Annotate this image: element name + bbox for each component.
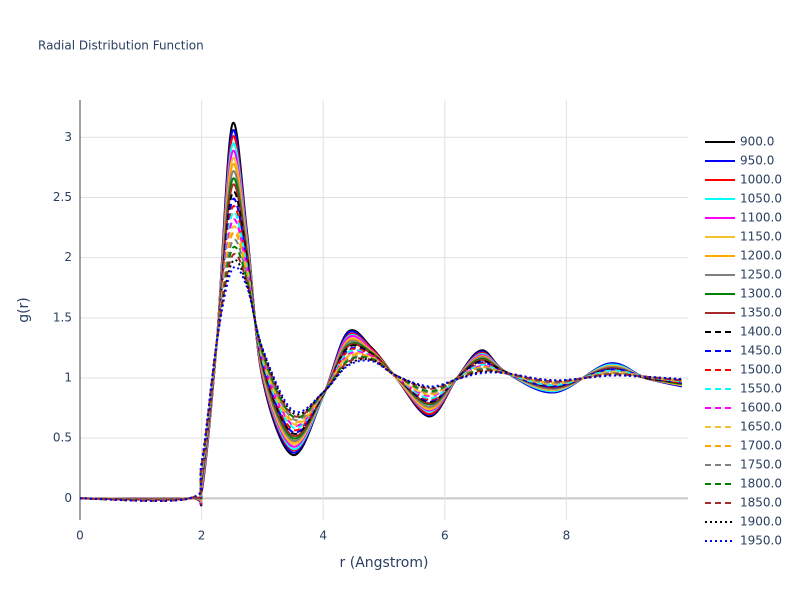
- legend-label: 1050.0: [740, 192, 782, 206]
- legend-label: 1950.0: [740, 534, 782, 548]
- series-line: [79, 177, 683, 501]
- legend: 900.0 950.0 1000.0 1050.0 1100.0 1150.0 1200.0…: [705, 135, 782, 548]
- chart-title: Radial Distribution Function: [38, 39, 204, 53]
- series-line: [79, 170, 683, 501]
- x-tick-label: 8: [563, 529, 571, 543]
- legend-label: 1300.0: [740, 287, 782, 301]
- legend-label: 1600.0: [740, 401, 782, 415]
- x-tick-label: 4: [319, 529, 327, 543]
- legend-label: 1550.0: [740, 382, 782, 396]
- legend-label: 1000.0: [740, 173, 782, 187]
- legend-label: 1900.0: [740, 515, 782, 529]
- series-line: [79, 183, 683, 501]
- x-tick-label: 2: [198, 529, 206, 543]
- series-line: [79, 238, 683, 502]
- series-line: [79, 197, 683, 501]
- series-line: [79, 156, 683, 502]
- legend-label: 1800.0: [740, 477, 782, 491]
- series-line: [79, 129, 683, 506]
- y-tick-label: 0: [64, 491, 72, 505]
- y-axis-title: g(r): [16, 297, 32, 323]
- x-tick-label: 6: [441, 529, 449, 543]
- x-tick-label: 0: [76, 529, 84, 543]
- series-line: [79, 149, 683, 503]
- x-axis-title: r (Angstrom): [340, 555, 429, 571]
- y-tick-label: 3: [64, 130, 72, 144]
- series-line: [79, 265, 682, 502]
- y-tick-label: 0.5: [53, 431, 72, 445]
- legend-label: 1850.0: [740, 496, 782, 510]
- legend-label: 1150.0: [740, 230, 782, 244]
- legend-label: 1500.0: [740, 363, 782, 377]
- series-line: [79, 253, 683, 502]
- series-line: [79, 231, 683, 502]
- legend-label: 1650.0: [740, 420, 782, 434]
- legend-label: 1250.0: [740, 268, 782, 282]
- y-tick-label: 2: [64, 250, 72, 264]
- legend-label: 1350.0: [740, 306, 782, 320]
- series-line: [79, 259, 682, 502]
- legend-label: 900.0: [740, 135, 774, 149]
- legend-label: 1450.0: [740, 344, 782, 358]
- series-line: [79, 190, 683, 501]
- series-line: [79, 162, 683, 501]
- series-line: [79, 205, 683, 502]
- series-line: [79, 121, 683, 507]
- y-tick-label: 1: [64, 370, 72, 384]
- series-line: [79, 211, 683, 502]
- legend-label: 1750.0: [740, 458, 782, 472]
- legend-label: 950.0: [740, 154, 774, 168]
- legend-label: 1200.0: [740, 249, 782, 263]
- legend-label: 1100.0: [740, 211, 782, 225]
- y-tick-label: 1.5: [53, 310, 72, 324]
- series-line: [79, 135, 683, 505]
- legend-label: 1700.0: [740, 439, 782, 453]
- legend-label: 1400.0: [740, 325, 782, 339]
- y-tick-label: 2.5: [53, 190, 72, 204]
